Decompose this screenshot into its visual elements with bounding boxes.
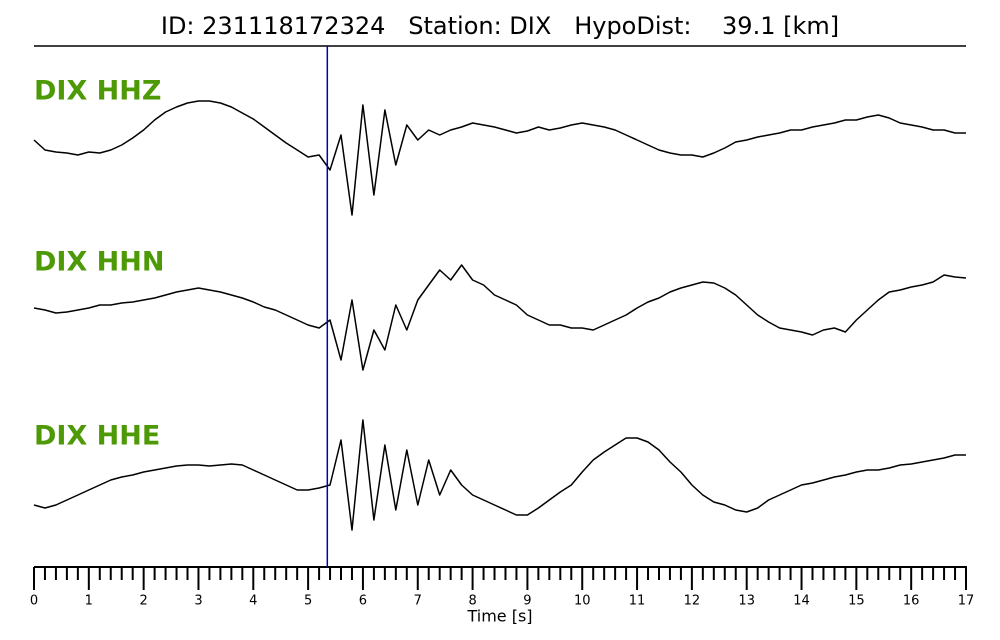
x-tick-label: 10 [574,594,591,609]
waveform [33,100,966,216]
x-tick-label: 12 [684,594,701,609]
x-tick-label: 3 [194,594,202,609]
x-tick-label: 15 [848,594,865,609]
x-tick-label: 16 [903,594,920,609]
x-tick-label: 1 [85,594,93,609]
x-tick-label: 5 [304,594,312,609]
trace-label: DIX HHN [34,247,164,278]
x-tick-label: 7 [414,594,422,609]
x-tick-label: 8 [468,594,476,609]
x-tick-label: 17 [958,594,975,609]
x-tick-label: 2 [140,594,148,609]
chart-title: ID: 231118172324 Station: DIX HypoDist: … [161,12,839,40]
trace-label: DIX HHZ [34,76,161,107]
waveform [33,419,966,531]
x-tick-label: 14 [793,594,810,609]
waveform [33,264,967,371]
x-tick-label: 13 [738,594,755,609]
x-tick-label: 4 [249,594,257,609]
trace-label: DIX HHE [34,421,160,452]
x-tick-label: 9 [523,594,531,609]
x-axis-label: Time [s] [466,607,532,626]
x-tick-label: 11 [629,594,646,609]
x-tick-label: 0 [30,594,38,609]
x-tick-label: 6 [359,594,367,609]
